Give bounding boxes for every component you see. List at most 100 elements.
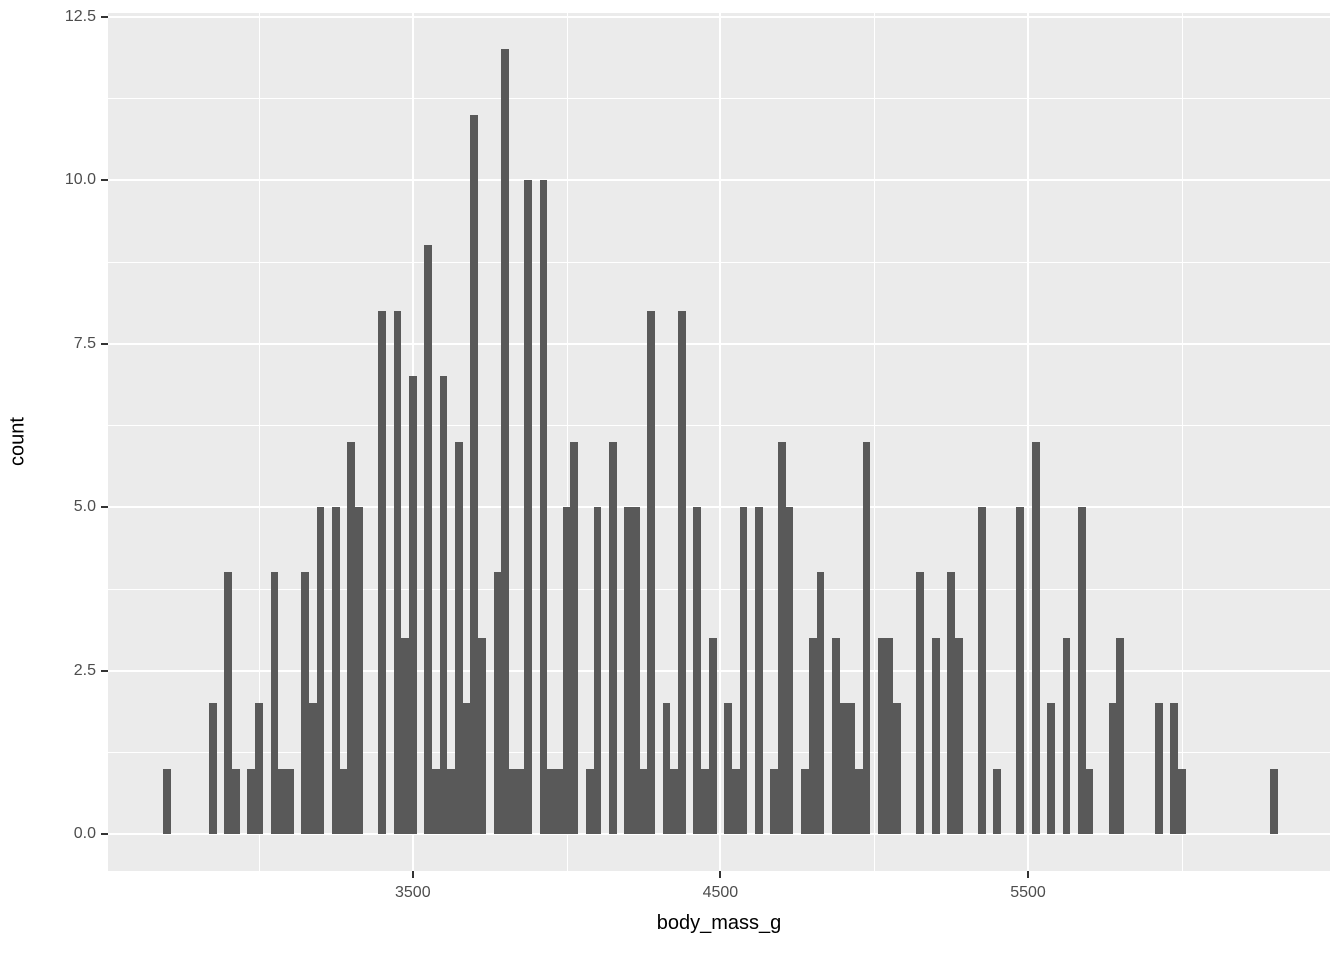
histogram-bar [801,768,809,834]
histogram-bar [347,441,356,834]
histogram-bar [439,376,448,834]
histogram-bar [678,310,686,834]
histogram-bar [447,768,456,834]
histogram-bar [708,637,717,834]
histogram-bar [516,768,525,834]
histogram-bar [770,768,779,834]
histogram-bar [424,245,433,834]
gridline-minor-y [108,261,1330,263]
gridline-minor-y [108,588,1330,590]
histogram-bar [701,768,709,834]
histogram-bar [785,507,794,834]
histogram-bar [378,310,386,834]
gridline-major-y [108,342,1330,345]
histogram-bar [662,703,671,834]
gridline-minor-x [566,13,568,871]
histogram-bar [462,703,471,834]
histogram-bar [693,507,702,834]
histogram-bar [847,703,855,834]
histogram-bar [162,768,171,834]
histogram-bar [508,768,517,834]
gridline-major-x [719,13,722,871]
histogram-bar [631,507,640,834]
x-axis-title: body_mass_g [656,912,782,934]
histogram-bar [539,180,548,834]
histogram-bar [755,507,763,834]
histogram-bar [432,768,440,834]
gridline-major-x [1027,13,1029,871]
y-tick-label: 12.5 [64,7,96,25]
histogram-bar [1016,507,1025,834]
histogram-bar [1170,703,1178,834]
y-tick-mark [101,833,108,835]
histogram-bar [1031,441,1040,834]
histogram-bar [647,310,656,834]
histogram-bar [224,572,233,834]
histogram-bar [247,768,256,834]
histogram-bar [731,768,740,834]
histogram-bar [624,507,632,834]
y-tick-mark [101,179,108,181]
histogram-bar [954,637,963,834]
histogram-bar [593,507,602,834]
histogram-bar [816,572,825,834]
histogram-bar [978,507,986,834]
histogram-bar [862,441,871,834]
plot-panel [108,13,1330,871]
gridline-major-y [108,669,1330,672]
histogram-bar [470,114,479,834]
gridline-major-y [108,506,1330,508]
histogram-bar [355,507,363,834]
histogram-bar [570,441,579,834]
gridline-major-y [108,833,1330,835]
y-axis-title: count [6,417,29,466]
histogram-bar [316,507,325,834]
histogram-bar [724,703,732,834]
histogram-bar [854,768,863,834]
histogram-bar [608,441,617,834]
x-tick-label: 4500 [702,884,739,901]
x-tick-label: 3500 [395,884,431,901]
histogram-bar [739,507,748,834]
gridline-minor-y [108,425,1330,427]
gridline-minor-x [259,13,260,871]
histogram-bar [301,572,309,834]
histogram-bar [493,572,502,834]
histogram-bar [255,703,263,834]
gridline-minor-y [108,752,1330,754]
gridline-major-y [108,15,1330,18]
histogram-bar [1108,703,1117,834]
histogram-bar [839,703,848,834]
x-tick-mark [1027,871,1029,878]
histogram-bar [831,637,840,834]
histogram-bar [778,441,786,834]
histogram-bar [524,180,532,834]
histogram-bar [270,572,279,834]
histogram-bar [501,49,509,834]
histogram-bar [547,768,556,834]
histogram-bar [670,768,679,834]
histogram-bar [1116,637,1125,834]
histogram-bar [947,572,955,834]
histogram-bar [916,572,925,834]
histogram-bar [893,703,902,834]
y-tick-mark [101,506,108,508]
histogram-bar [808,637,817,834]
histogram-bar [639,768,648,834]
histogram-bar [1085,768,1094,834]
histogram-bar [308,703,317,834]
histogram-bar [408,376,417,834]
histogram-bar [1270,768,1278,834]
histogram-bar [393,310,402,834]
gridline-minor-y [108,98,1330,100]
y-tick-mark [101,15,108,18]
y-tick-mark [101,342,108,345]
histogram-bar [478,637,486,834]
histogram-bar [339,768,348,834]
histogram-bar [585,768,594,834]
histogram-bar [555,768,563,834]
histogram-bar [232,768,240,834]
histogram-bar [931,637,940,834]
y-tick-label: 7.5 [73,334,96,352]
